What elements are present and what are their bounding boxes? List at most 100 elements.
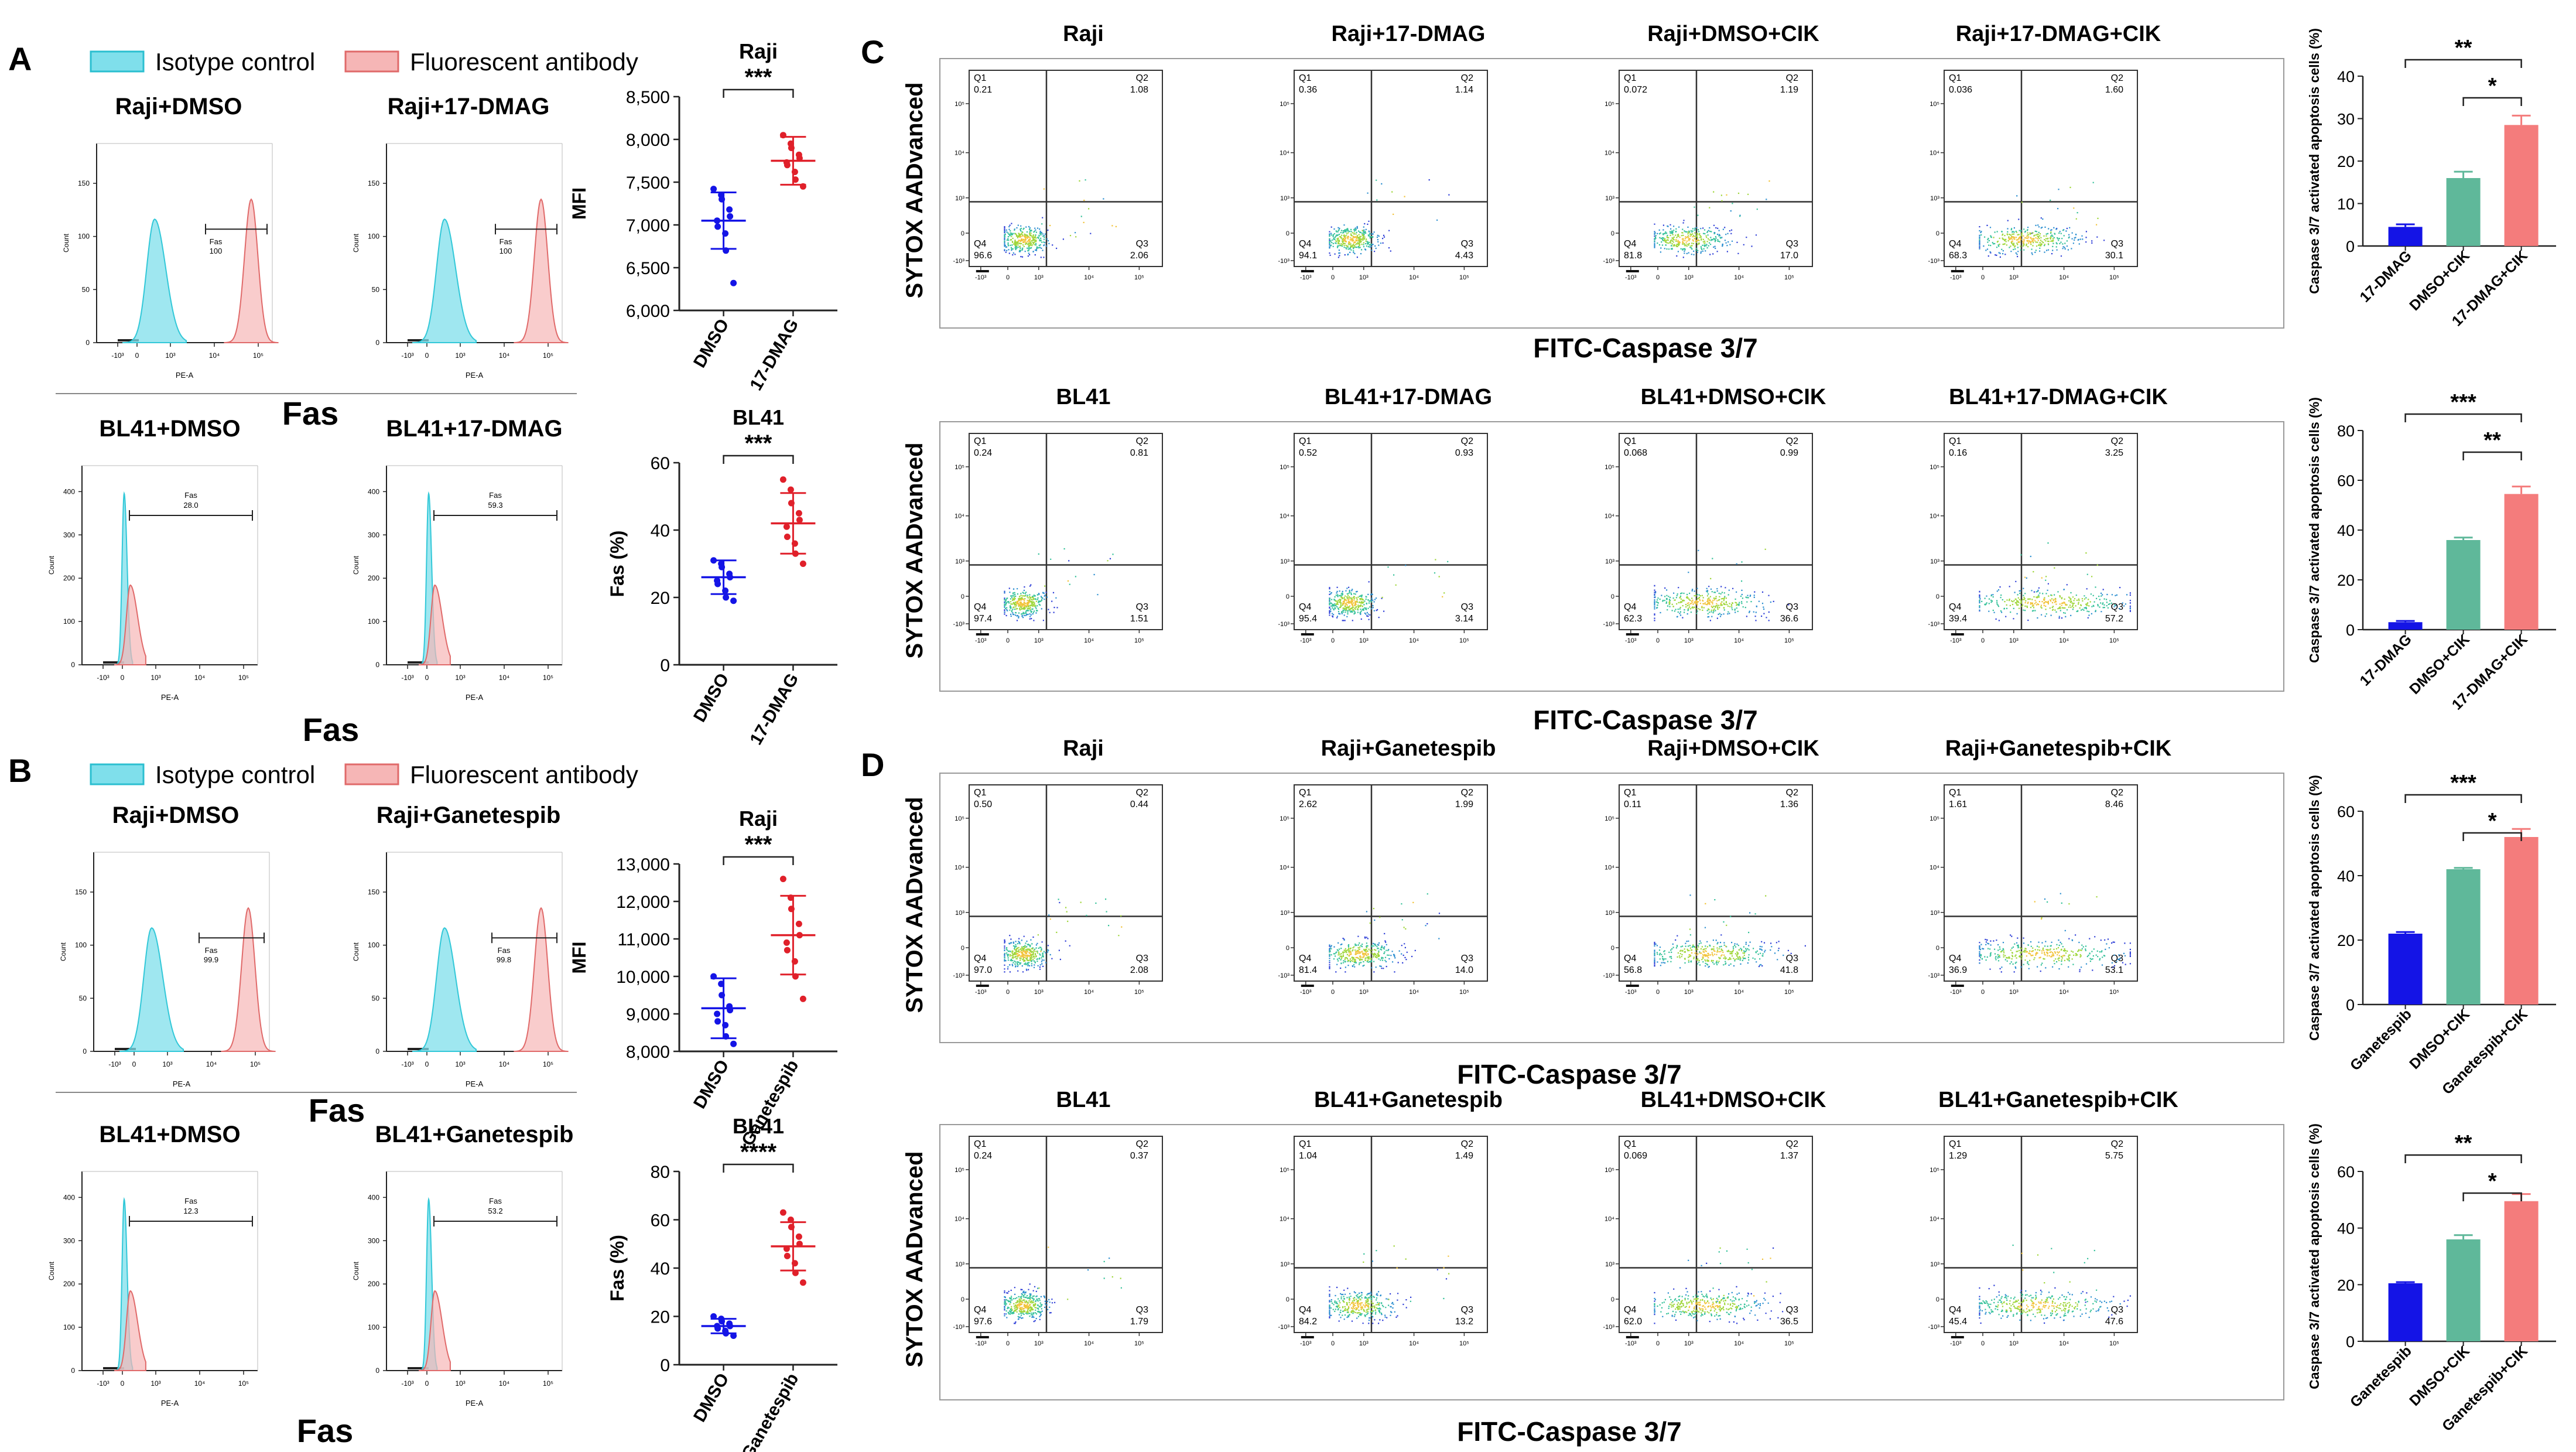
x-tick-label: 10⁵ [1134, 989, 1144, 996]
y-axis-label: Fas (%) [607, 1235, 628, 1301]
quadrant-plot: BL41+Ganetespib+CIK -10³ 0 10³ 10⁴ 10⁵ -10³ 0 10… [1928, 1088, 2178, 1347]
x-tick-label: -10³ [97, 674, 109, 682]
x-tick-label: 10⁵ [543, 674, 553, 682]
x-tick-label: 10⁵ [2109, 989, 2119, 996]
axis-break [115, 1048, 136, 1050]
data-point [779, 476, 786, 483]
quadrant-plot: Raji+17-DMAG+CIK -10³ 0 10³ 10⁴ 10⁵ -10³ 0 10³ 10… [1928, 22, 2161, 281]
quadrant-id: Q3 [1461, 954, 1473, 964]
quadrant-id: Q1 [1949, 1139, 1961, 1149]
x-tick-label: -10³ [1950, 274, 1962, 281]
quadrant-plot: Raji+17-DMAG -10³ 0 10³ 10⁴ 10⁵ -10³ 0 10³ 10⁴ 10⁵… [1278, 22, 1488, 281]
y-tick-label: 10⁵ [1930, 1167, 1939, 1174]
data-point [714, 1010, 721, 1017]
histogram-plot: Raji+DMSO 0 50 100 150 Count -10³ 0 10³ 10⁴ 10⁵ PE-… [59, 802, 276, 1088]
significance-bracket [723, 1163, 794, 1173]
axis-break [1626, 1336, 1639, 1338]
axis-break [408, 339, 429, 341]
data-point [730, 279, 737, 286]
quadrant-id: Q3 [1786, 239, 1798, 249]
x-tick-label: 10⁴ [499, 674, 510, 682]
axis-break [1301, 985, 1314, 987]
y-tick-label: 10³ [1605, 1261, 1614, 1268]
axis-break [408, 1367, 429, 1369]
cell-events [1979, 901, 2106, 966]
quadrant-id: Q2 [1136, 788, 1148, 798]
y-tick-label: 10 [2337, 196, 2355, 213]
bar [2504, 1201, 2539, 1341]
quadrant-plot: BL41 -10³ 0 10³ 10⁴ 10⁵ -10³ 0 10³ 10⁴ 10⁵ Q1 0.24 Q2… [953, 385, 1163, 644]
y-tick-label: 10³ [1280, 195, 1289, 202]
data-point [787, 486, 794, 493]
y-tick-label: 10³ [955, 195, 964, 202]
y-tick-label: 100 [368, 617, 379, 626]
y-tick-label: 0 [961, 230, 964, 237]
chart-title: Raji [739, 807, 778, 831]
axis-break [103, 1367, 124, 1369]
y-tick-label: 6,500 [626, 259, 670, 278]
y-tick-label: 200 [63, 1280, 75, 1288]
quadrant-title: Raji+17-DMAG [1332, 22, 1486, 46]
y-axis-label: Caspase 3/7 activated apoptosis cells (%… [2307, 1123, 2322, 1389]
quadrant-id: Q4 [1949, 602, 1961, 612]
quadrant-id: Q1 [1624, 788, 1636, 798]
quadrant-id: Q2 [2111, 73, 2123, 83]
quadrant-plot: Raji -10³ 0 10³ 10⁴ 10⁵ -10³ 0 10³ 10⁴ 10⁵ Q1 0.50 Q2… [953, 736, 1163, 996]
x-axis-label: PE-A [466, 371, 484, 380]
y-tick-label: 10⁴ [1930, 513, 1939, 520]
chart-title: Raji [739, 39, 778, 63]
y-tick-label: 10⁴ [1280, 513, 1289, 520]
quadrant-value: 81.4 [1299, 965, 1317, 975]
quadrant-id: Q1 [974, 73, 986, 83]
quadrant-title: BL41+17-DMAG [1325, 385, 1492, 409]
y-tick-label: -10³ [1278, 621, 1289, 628]
x-tick-label: 10³ [1684, 989, 1694, 996]
bar [2446, 540, 2481, 630]
x-tick-label: 0 [1331, 637, 1335, 644]
y-tick-label: 60 [2337, 472, 2355, 490]
x-tick-label: 10⁴ [1409, 989, 1419, 996]
x-tick-label: 10³ [165, 351, 175, 360]
gate-value: 12.3 [183, 1207, 198, 1215]
quadrant-value: 2.62 [1299, 800, 1317, 809]
axis-break [1951, 633, 1964, 636]
y-axis-label: Count [59, 942, 67, 961]
x-tick-label: 10⁵ [2109, 637, 2119, 644]
x-tick-label: 10³ [1359, 637, 1369, 644]
cell-events [1686, 599, 1722, 607]
y-tick-label: 20 [2337, 572, 2355, 589]
x-tick-label: 10⁴ [499, 351, 510, 360]
x-tick-label: 10⁴ [1734, 637, 1744, 644]
y-tick-label: 60 [651, 1211, 670, 1231]
cell-events [1329, 581, 1385, 621]
quadrant-plot: BL41 -10³ 0 10³ 10⁴ 10⁵ -10³ 0 10³ 10⁴ 10⁵ Q1 0.24 Q2… [953, 1088, 1163, 1347]
histogram-plot: BL41+DMSO 0 100 200 300 400 Count -10³ 0 10³ 10⁴ 10… [47, 1122, 258, 1407]
x-tick-label: 10³ [1684, 637, 1694, 644]
data-point [779, 1209, 786, 1216]
quadrant-id: Q1 [974, 788, 986, 798]
x-tick-label: 0 [1006, 989, 1010, 996]
x-tick-label: 10⁵ [543, 351, 553, 360]
y-tick-label: 10⁴ [1605, 513, 1614, 520]
histogram-plot: Raji+17-DMAG 0 50 100 150 Count -10³ 0 10³ 10⁴ 10⁵… [352, 94, 569, 380]
cell-events [1004, 573, 1099, 619]
y-tick-label: 100 [368, 941, 379, 949]
x-tick-label: -10³ [1625, 637, 1637, 644]
y-tick-label: 10⁵ [1280, 464, 1289, 471]
quadrant-value: 95.4 [1299, 614, 1317, 624]
quadrant-value: 1.08 [1130, 85, 1148, 95]
gate-name: Fas [210, 237, 223, 246]
y-tick-label: 200 [368, 1280, 379, 1288]
x-tick-label: 10⁴ [2059, 637, 2069, 644]
bar [2504, 125, 2539, 246]
gate-name: Fas [500, 237, 512, 246]
y-tick-label: 40 [2337, 1220, 2355, 1238]
y-tick-label: 10³ [1280, 558, 1289, 565]
y-tick-label: 10⁵ [1605, 101, 1614, 108]
y-tick-label: 10⁵ [1280, 101, 1289, 108]
quadrant-id: Q3 [1461, 1305, 1473, 1315]
quadrant-plot: Raji+DMSO+CIK -10³ 0 10³ 10⁴ 10⁵ -10³ 0 10³ 10⁴ 10… [1603, 22, 1819, 281]
y-tick-label: 50 [82, 285, 90, 293]
